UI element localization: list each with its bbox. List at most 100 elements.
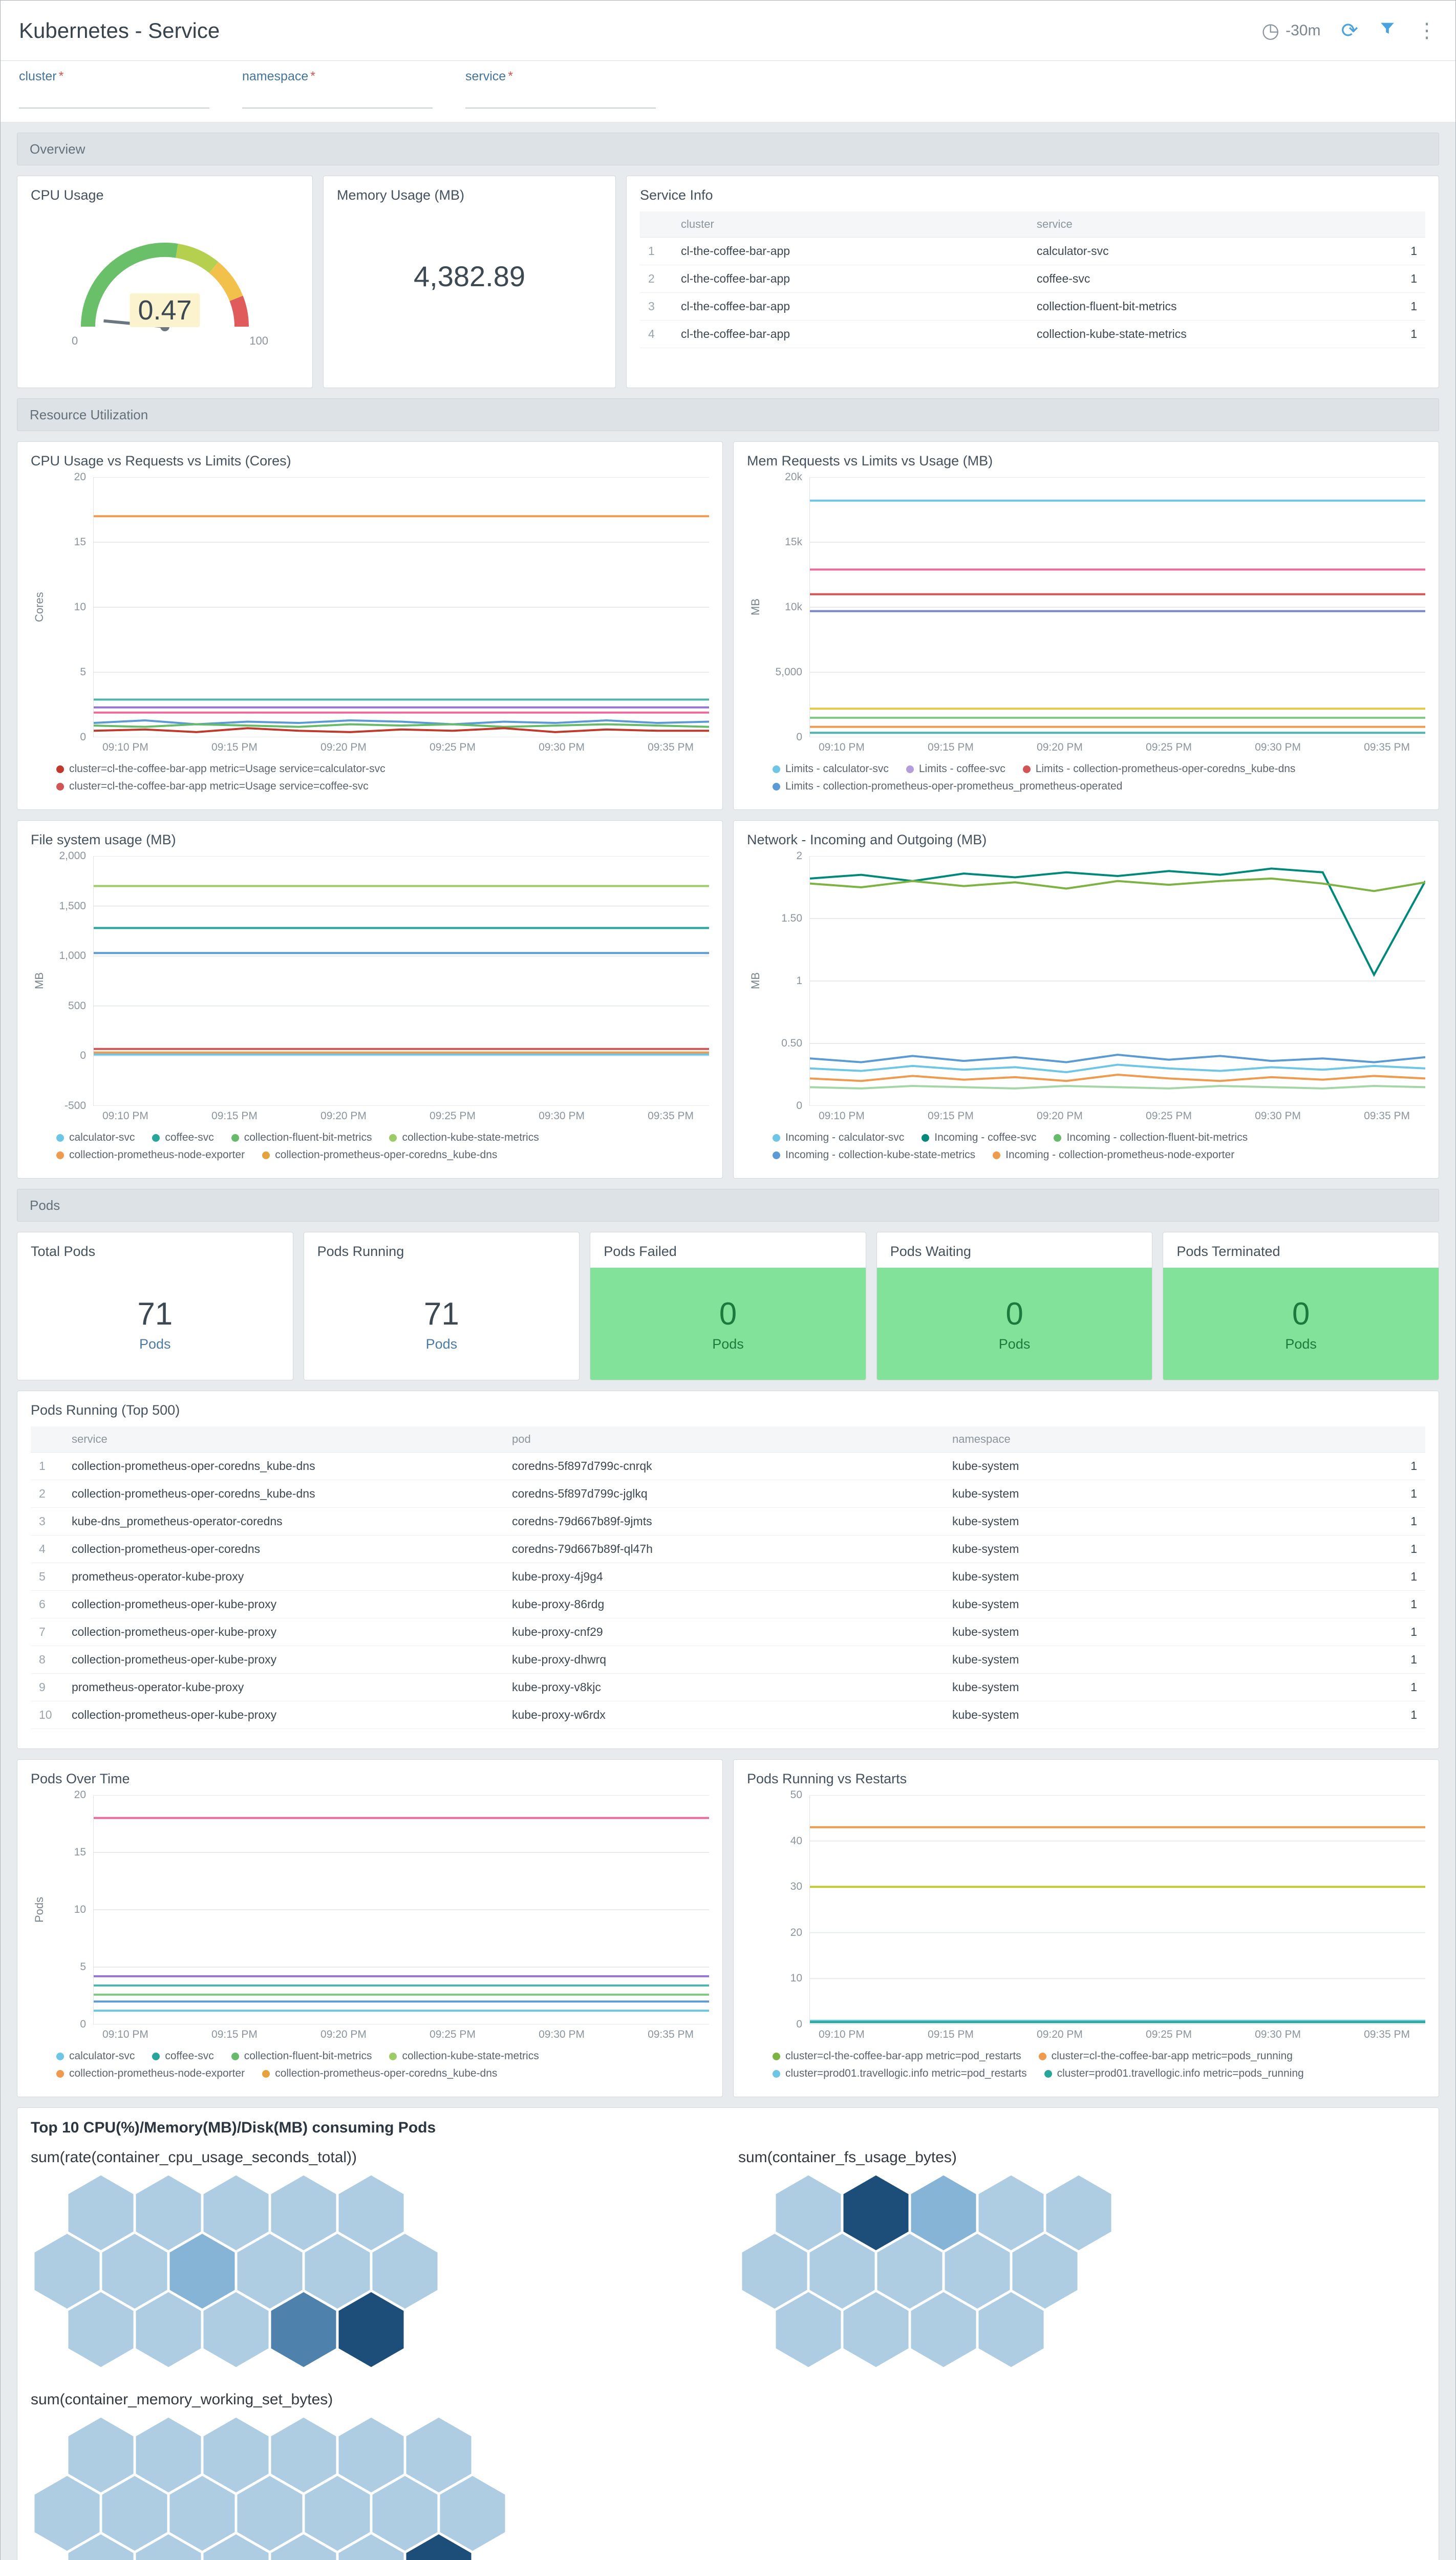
section-top10-title: Top 10 CPU(%)/Memory(MB)/Disk(MB) consum… (31, 2119, 436, 2136)
legend-item[interactable]: Incoming - coffee-svc (922, 1132, 1036, 1144)
legend-item[interactable]: cluster=cl-the-coffee-bar-app metric=Usa… (56, 763, 386, 775)
legend-dot (231, 2052, 239, 2060)
filter-icon[interactable] (1379, 20, 1396, 41)
legend-item[interactable]: Limits - calculator-svc (773, 763, 889, 775)
panel-pods-terminated: Pods Terminated 0 Pods (1163, 1232, 1439, 1380)
hex-chart-title: sum(rate(container_cpu_usage_seconds_tot… (31, 2149, 357, 2166)
legend-item[interactable]: cluster=prod01.travellogic.info metric=p… (1044, 2067, 1304, 2080)
legend-item[interactable]: Limits - collection-prometheus-oper-prom… (773, 780, 1122, 793)
legend-item[interactable]: collection-fluent-bit-metrics (231, 1132, 372, 1144)
legend-item[interactable]: cluster=cl-the-coffee-bar-app metric=pod… (773, 2050, 1021, 2062)
time-range-control[interactable]: ◷ -30m (1241, 20, 1320, 41)
table-row[interactable]: 5 prometheus-operator-kube-proxy kube-prox… (31, 1563, 1425, 1591)
x-axis-ticks: 09:10 PM 09:15 PM 09:20 PM 09:25 PM 09:30 PM… (819, 2029, 1410, 2040)
namespace-filter-input[interactable] (242, 86, 433, 109)
panel-pods-running-table: Pods Running (Top 500) service pod namespa… (17, 1391, 1439, 1749)
legend-dot (56, 2052, 64, 2060)
table-row[interactable]: 8 collection-prometheus-oper-kube-proxy ku… (31, 1646, 1425, 1674)
legend-item[interactable]: collection-prometheus-oper-coredns_kube-… (262, 2067, 497, 2080)
legend-dot (231, 1134, 239, 1142)
legend-dot (56, 2070, 64, 2078)
legend-dot (389, 2052, 397, 2060)
column-header[interactable] (1384, 211, 1425, 238)
x-axis-ticks: 09:10 PM 09:15 PM 09:20 PM 09:25 PM 09:30 PM… (819, 1110, 1410, 1122)
legend-dot (1044, 2070, 1052, 2078)
memory-line-chart: MB 20k 15k 10k 5,000 0 09:10 PM 09:15 PM 09:20 P… (747, 471, 1425, 793)
legend-item[interactable]: Limits - coffee-svc (906, 763, 1005, 775)
legend-item[interactable]: calculator-svc (56, 1132, 135, 1144)
panel-title: Pods Running vs Restarts (747, 1771, 907, 1786)
gauge-value: 0.47 (130, 293, 200, 327)
required-asterisk: * (508, 69, 513, 83)
x-axis-ticks: 09:10 PM 09:15 PM 09:20 PM 09:25 PM 09:30 PM… (102, 2029, 694, 2040)
legend-dot (262, 2070, 270, 2078)
legend-item[interactable]: cluster=prod01.travellogic.info metric=p… (773, 2067, 1027, 2080)
stat-unit: Pods (425, 1336, 458, 1352)
cluster-filter-input[interactable] (19, 86, 209, 109)
status-badge: 0 Pods (1163, 1268, 1439, 1380)
column-header[interactable]: service (63, 1426, 504, 1453)
legend-dot (1038, 2052, 1046, 2060)
column-header[interactable]: pod (504, 1426, 944, 1453)
legend-item[interactable]: coffee-svc (152, 1132, 214, 1144)
legend-dot (389, 1134, 397, 1142)
table-row[interactable]: 2 cl-the-coffee-bar-app coffee-svc 1 (640, 265, 1425, 293)
legend-item[interactable]: collection-fluent-bit-metrics (231, 2050, 372, 2062)
y-axis-ticks: 20k 15k 10k 5,000 0 (775, 471, 802, 743)
legend-item[interactable]: Limits - collection-prometheus-oper-core… (1022, 763, 1295, 775)
honeycomb-cpu (31, 2171, 718, 2374)
legend-item[interactable]: Incoming - collection-fluent-bit-metrics (1054, 1132, 1248, 1144)
table-row[interactable]: 1 collection-prometheus-oper-coredns_kube… (31, 1452, 1425, 1480)
table-row[interactable]: 10 collection-prometheus-oper-kube-proxy k… (31, 1701, 1425, 1729)
panel-service-info: Service Info cluster service 1 cl-the-coffe… (626, 176, 1439, 388)
column-header[interactable] (1384, 1426, 1425, 1453)
section-pods: Pods (17, 1189, 1439, 1222)
panel-top10-consuming-pods: Top 10 CPU(%)/Memory(MB)/Disk(MB) consum… (17, 2107, 1439, 2560)
stat-value: 71 (423, 1296, 459, 1332)
plot-area (809, 1795, 1425, 2024)
required-asterisk: * (58, 69, 64, 83)
panel-mem-requests: Mem Requests vs Limits vs Usage (MB) MB 2… (733, 441, 1439, 810)
legend-item[interactable]: coffee-svc (152, 2050, 214, 2062)
stat-value: 0 (1292, 1296, 1310, 1332)
service-filter-input[interactable] (465, 86, 656, 109)
column-header[interactable]: namespace (944, 1426, 1384, 1453)
legend-item[interactable]: collection-prometheus-node-exporter (56, 2067, 245, 2080)
legend-item[interactable]: collection-kube-state-metrics (389, 1132, 539, 1144)
table-row[interactable]: 3 cl-the-coffee-bar-app collection-fluent-… (640, 292, 1425, 321)
legend-dot (906, 765, 914, 773)
table-row[interactable]: 4 cl-the-coffee-bar-app collection-kube-st… (640, 320, 1425, 348)
legend-item[interactable]: calculator-svc (56, 2050, 135, 2062)
legend-item[interactable]: collection-prometheus-node-exporter (56, 1149, 245, 1161)
table-row[interactable]: 6 collection-prometheus-oper-kube-proxy ku… (31, 1590, 1425, 1618)
legend-item[interactable]: cluster=cl-the-coffee-bar-app metric=Usa… (56, 780, 369, 793)
status-badge: 0 Pods (876, 1268, 1152, 1380)
legend-item[interactable]: cluster=cl-the-coffee-bar-app metric=pod… (1038, 2050, 1293, 2062)
filter-service: service * (465, 69, 656, 109)
table-row[interactable]: 3 kube-dns_prometheus-operator-coredns cor… (31, 1507, 1425, 1535)
refresh-icon[interactable]: ⟳ (1341, 19, 1358, 42)
table-row[interactable]: 1 cl-the-coffee-bar-app calculator-svc 1 (640, 237, 1425, 265)
table-row[interactable]: 4 collection-prometheus-oper-coredns cored… (31, 1535, 1425, 1563)
legend-item[interactable]: Incoming - calculator-svc (773, 1132, 904, 1144)
stat-value: 71 (137, 1296, 173, 1332)
panel-title: Pods Running (317, 1244, 404, 1259)
table-row[interactable]: 7 collection-prometheus-oper-kube-proxy ku… (31, 1618, 1425, 1646)
legend-item[interactable]: collection-prometheus-oper-coredns_kube-… (262, 1149, 497, 1161)
legend-dot (56, 765, 64, 773)
section-overview: Overview (17, 133, 1439, 165)
kebab-menu-icon[interactable]: ⋮ (1417, 19, 1437, 42)
column-header[interactable]: service (1029, 211, 1384, 238)
y-axis-ticks: 2 1.50 1 0.50 0 (781, 850, 802, 1112)
table-row[interactable]: 9 prometheus-operator-kube-proxy kube-prox… (31, 1673, 1425, 1701)
legend-item[interactable]: Incoming - collection-prometheus-node-ex… (993, 1149, 1234, 1161)
panel-title: CPU Usage (31, 187, 104, 203)
legend-item[interactable]: Incoming - collection-kube-state-metrics (773, 1149, 975, 1161)
table-row[interactable]: 2 collection-prometheus-oper-coredns_kube… (31, 1480, 1425, 1508)
legend-item[interactable]: collection-kube-state-metrics (389, 2050, 539, 2062)
chart-legend: cluster=cl-the-coffee-bar-app metric=pod… (747, 2044, 1425, 2080)
panel-pods-failed: Pods Failed 0 Pods (590, 1232, 866, 1380)
column-header[interactable]: cluster (673, 211, 1029, 238)
hex-chart-title: sum(container_fs_usage_bytes) (738, 2149, 957, 2166)
